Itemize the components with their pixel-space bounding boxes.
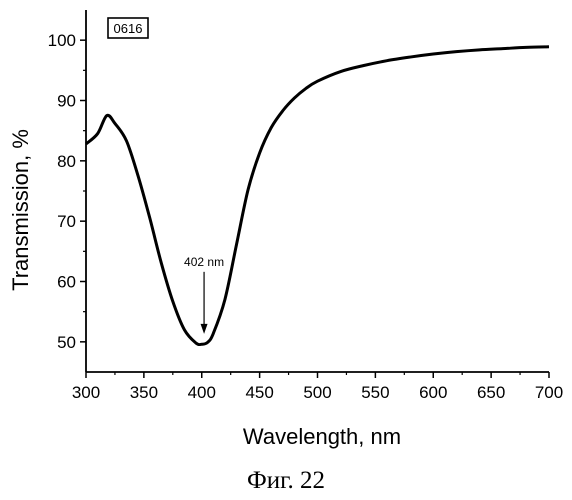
- axes: [86, 10, 549, 372]
- x-axis-label: Wavelength, nm: [243, 424, 401, 449]
- y-tick-label: 100: [48, 31, 76, 50]
- y-ticks: 50 60 70 80 90 100: [48, 31, 86, 352]
- x-tick-label: 350: [130, 383, 158, 402]
- annotation-arrow-head: [201, 324, 208, 334]
- x-tick-label: 400: [188, 383, 216, 402]
- sample-id-label: 0616: [114, 21, 143, 36]
- figure-caption: Фиг. 22: [247, 467, 325, 494]
- y-tick-label: 80: [57, 152, 76, 171]
- y-tick-label: 60: [57, 273, 76, 292]
- x-tick-label: 500: [303, 383, 331, 402]
- x-tick-label: 650: [477, 383, 505, 402]
- sample-id-box: 0616: [108, 18, 148, 38]
- y-tick-label: 90: [57, 92, 76, 111]
- series-layer: [86, 47, 549, 345]
- x-tick-label: 450: [245, 383, 273, 402]
- x-tick-label: 550: [361, 383, 389, 402]
- transmission-line: [86, 47, 549, 345]
- x-tick-label: 700: [535, 383, 563, 402]
- y-tick-label: 70: [57, 212, 76, 231]
- x-tick-label: 600: [419, 383, 447, 402]
- y-axis-label: Transmission, %: [8, 129, 33, 291]
- x-tick-label: 300: [72, 383, 100, 402]
- y-tick-label: 50: [57, 333, 76, 352]
- annotation-label: 402 nm: [184, 255, 224, 269]
- x-ticks: 300 350 400 450 500 550 600 650 700: [72, 372, 563, 402]
